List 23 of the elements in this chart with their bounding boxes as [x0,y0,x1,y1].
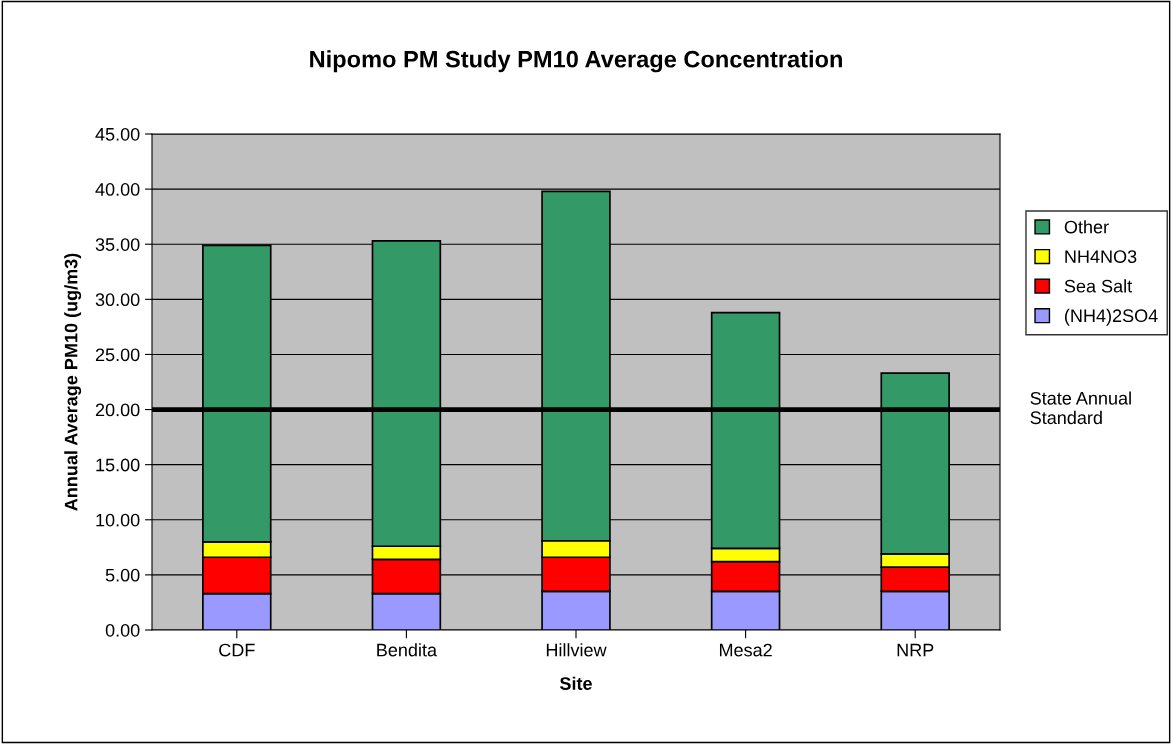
y-axis-title: Annual Average PM10 (ug/m3) [64,253,82,511]
x-tick-label: NRP [897,643,934,657]
legend-label: Other [1064,220,1109,234]
y-tick-label: 0.00 [105,623,140,637]
y-tick-label: 20.00 [95,403,140,417]
legend-label: (NH4)2SO4 [1065,308,1158,326]
y-tick-label: 5.00 [105,568,140,582]
y-tick-label: 35.00 [95,238,140,251]
x-tick-label: Hillview [546,643,607,657]
y-tick-label: 25.00 [95,348,140,362]
x-axis-title: Site [559,676,592,690]
y-tick-label: 45.00 [95,127,140,141]
y-tick-label: 40.00 [95,183,140,196]
x-tick-label: Mesa2 [719,643,772,657]
legend-label: NH4NO3 [1065,250,1137,263]
legend-label: Sea Salt [1064,279,1133,293]
x-tick-label: CDF [219,643,255,657]
y-tick-label: 10.00 [96,513,140,527]
y-tick-label: 30.00 [95,293,140,307]
ref-line-label: State Annual Standard [1030,391,1131,425]
x-tick-label: Bendita [377,643,438,657]
y-tick-label: 15.00 [96,458,140,472]
chart-title: Nipomo PM Study PM10 Average Concentration [310,50,842,73]
